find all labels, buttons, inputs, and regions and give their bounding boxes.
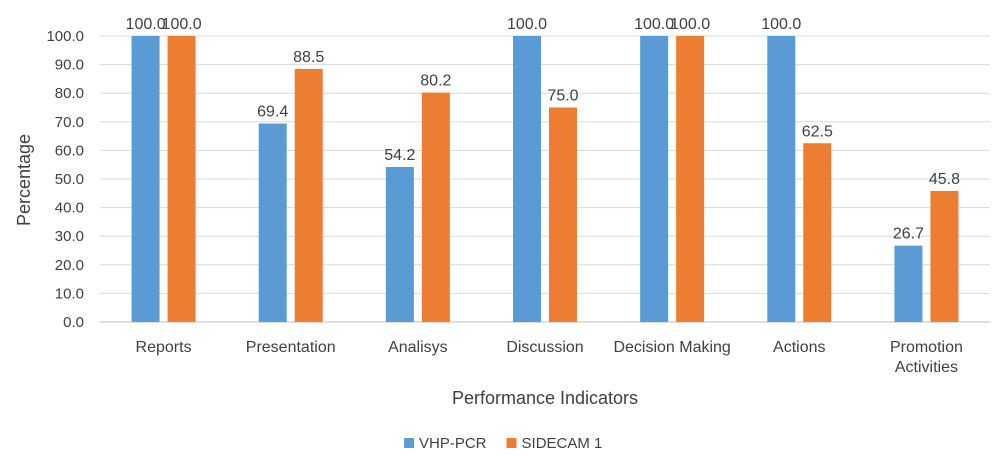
y-tick-label: 20.0 <box>55 257 84 274</box>
data-label: 69.4 <box>257 104 288 121</box>
y-tick-label: 100.0 <box>46 28 84 45</box>
data-label: 100.0 <box>507 16 547 33</box>
data-label: 100.0 <box>761 16 801 33</box>
data-label: 75.0 <box>547 88 578 105</box>
y-tick-label: 40.0 <box>55 200 84 217</box>
data-label: 26.7 <box>893 226 924 243</box>
bar-sidecam-1 <box>167 36 196 322</box>
bars <box>131 36 959 323</box>
legend-swatch <box>506 438 517 448</box>
gridlines <box>100 35 990 323</box>
bar-sidecam-1 <box>294 68 323 322</box>
bar-sidecam-1 <box>421 92 450 323</box>
bar-sidecam-1 <box>803 143 832 322</box>
legend: VHP-PCR SIDECAM 1 <box>404 435 602 452</box>
data-label: 100.0 <box>670 16 710 33</box>
bar-vhp-pcr <box>513 36 541 322</box>
y-tick-label: 60.0 <box>55 142 84 159</box>
data-label: 100.0 <box>126 16 166 33</box>
y-axis-title: Percentage <box>14 134 34 226</box>
bar-vhp-pcr <box>131 36 160 322</box>
x-tick-label: Analisys <box>388 339 448 356</box>
y-tick-label: 0.0 <box>63 314 84 331</box>
x-tick-label: Promotion Activities <box>890 339 963 376</box>
data-label: 54.2 <box>384 147 415 164</box>
data-label: 88.5 <box>293 49 324 66</box>
bar-sidecam-1 <box>676 36 705 322</box>
bar-vhp-pcr <box>767 36 796 322</box>
y-axis-ticks: 0.0 10.0 20.0 30.0 40.0 50.0 60.0 70.0 80.0 90.0 1… <box>46 28 84 331</box>
bar-vhp-pcr <box>640 36 669 322</box>
y-tick-label: 30.0 <box>55 228 84 245</box>
legend-label: VHP-PCR <box>419 435 487 452</box>
x-tick-label: Discussion <box>506 339 583 356</box>
y-tick-label: 70.0 <box>55 114 84 131</box>
bar-vhp-pcr <box>385 166 414 322</box>
bar-sidecam-1 <box>930 191 959 322</box>
legend-label: SIDECAM 1 <box>522 435 603 452</box>
x-tick-label: Actions <box>773 339 825 356</box>
x-tick-label: Reports <box>136 339 192 356</box>
x-axis-categories: Reports Presentation Analisys Discussion Dec… <box>136 339 963 376</box>
bar-sidecam-1 <box>549 107 577 322</box>
bar-vhp-pcr <box>258 123 287 323</box>
y-tick-label: 90.0 <box>55 57 84 74</box>
data-label: 100.0 <box>162 16 202 33</box>
y-tick-label: 10.0 <box>55 285 84 302</box>
data-label: 62.5 <box>802 123 833 140</box>
data-label: 80.2 <box>420 73 451 90</box>
y-tick-label: 80.0 <box>55 85 84 102</box>
data-label: 100.0 <box>634 16 674 33</box>
y-tick-label: 50.0 <box>55 171 84 188</box>
bar-vhp-pcr <box>894 245 923 322</box>
data-label: 45.8 <box>929 171 960 188</box>
x-axis-title: Performance Indicators <box>452 388 638 408</box>
x-tick-label: Decision Making <box>613 339 730 356</box>
legend-swatch <box>404 438 414 448</box>
data-labels: 100.0100.069.488.554.280.2100.075.0100.0… <box>126 16 961 243</box>
x-tick-label: Presentation <box>246 339 336 356</box>
